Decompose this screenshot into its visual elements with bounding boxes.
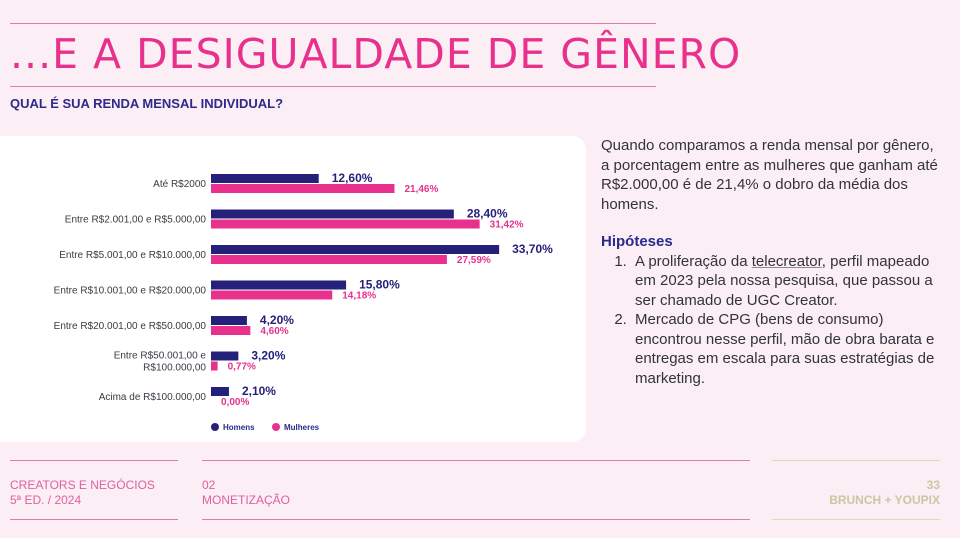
footer-report-name: CREATORS E NEGÓCIOS 5ª ED. / 2024 (10, 478, 155, 508)
category-label: Até R$2000 (153, 179, 206, 190)
category-label: Entre R$50.001,00 e (114, 351, 207, 362)
hypotheses-heading: Hipóteses (601, 233, 673, 250)
bar-mulheres (211, 219, 480, 229)
data-label-mulheres: 0,77% (228, 362, 256, 373)
bar-homens (211, 316, 247, 325)
chart-question: QUAL É SUA RENDA MENSAL INDIVIDUAL? (10, 96, 284, 111)
data-label-mulheres: 4,60% (260, 326, 288, 337)
category-label: R$100.000,00 (143, 363, 206, 374)
data-label-mulheres: 31,42% (490, 220, 524, 231)
title-bottom-rule (10, 86, 656, 87)
bar-homens (211, 351, 239, 361)
data-label-homens: 4,20% (260, 313, 294, 327)
footer-mid-top-rule (202, 460, 750, 461)
footer-section-number: 02 (202, 478, 216, 492)
bar-homens (211, 387, 229, 396)
footer-report-title: CREATORS E NEGÓCIOS (10, 478, 155, 492)
data-label-homens: 33,70% (512, 242, 553, 256)
data-label-mulheres: 27,59% (457, 255, 491, 266)
hypothesis-1-text-start: A proliferação da (635, 252, 752, 270)
footer-right-top-rule (772, 460, 940, 461)
page-number: 33 (926, 478, 940, 492)
hypothesis-item: A proliferação da telecreator, perfil ma… (631, 252, 941, 311)
telecreator-term: telecreator (751, 252, 822, 270)
bar-mulheres (211, 290, 333, 300)
bar-mulheres (211, 184, 395, 193)
bar-mulheres (211, 326, 251, 335)
footer-left-bottom-rule (10, 519, 178, 520)
hypothesis-1-text-end: , perfil mapeado em 2023 pela nossa pesq… (635, 252, 933, 309)
data-label-mulheres: 21,46% (404, 184, 438, 195)
legend-marker-mulheres (272, 423, 280, 431)
bar-homens (211, 245, 500, 254)
legend-marker-homens (211, 423, 219, 431)
footer-edition: 5ª ED. / 2024 (10, 493, 82, 507)
category-label: Entre R$10.001,00 e R$20.000,00 (54, 286, 207, 297)
bar-mulheres (211, 361, 218, 371)
category-label: Acima de R$100.000,00 (99, 392, 207, 403)
footer-right-bottom-rule (772, 519, 940, 520)
data-label-homens: 2,10% (242, 384, 276, 398)
category-label: Entre R$5.001,00 e R$10.000,00 (59, 250, 206, 261)
footer-page-info: 33 BRUNCH + YOUPIX (829, 478, 940, 508)
footer-mid-bottom-rule (202, 519, 750, 520)
data-label-homens: 28,40% (467, 207, 508, 221)
footer-section-name: MONETIZAÇÃO (202, 493, 291, 507)
bar-homens (211, 174, 319, 183)
legend-label-homens: Homens (223, 423, 255, 432)
data-label-mulheres: 0,00% (221, 397, 249, 408)
hypothesis-2-text: Mercado de CPG (bens de consumo) encontr… (635, 311, 935, 387)
category-label: Entre R$2.001,00 e R$5.000,00 (65, 215, 207, 226)
data-label-homens: 15,80% (359, 278, 400, 292)
data-label-mulheres: 14,18% (342, 291, 376, 302)
analysis-intro: Quando comparamos a renda mensal por gên… (601, 137, 938, 213)
analysis-panel: Quando comparamos a renda mensal por gên… (601, 136, 941, 388)
footer-section: 02 MONETIZAÇÃO (202, 478, 290, 508)
chart-card: Até R$2000 12,60% 21,46% Entre R$2.001,00 e… (0, 136, 586, 442)
hypotheses-list: A proliferação da telecreator, perfil ma… (601, 252, 941, 389)
bar-homens (211, 209, 454, 219)
category-label: Entre R$20.001,00 e R$50.000,00 (54, 321, 207, 332)
brand-name: BRUNCH + YOUPIX (829, 493, 940, 507)
data-label-homens: 12,60% (332, 171, 373, 185)
title-top-rule (10, 23, 656, 24)
data-label-homens: 3,20% (251, 349, 285, 363)
legend-label-mulheres: Mulheres (284, 423, 320, 432)
income-bar-chart: Até R$2000 12,60% 21,46% Entre R$2.001,00 e… (54, 171, 554, 432)
footer-left-top-rule (10, 460, 178, 461)
page-title: ...E A DESIGUALDADE DE GÊNERO (10, 30, 742, 78)
bar-mulheres (211, 255, 447, 264)
bar-homens (211, 280, 347, 290)
hypothesis-item: Mercado de CPG (bens de consumo) encontr… (631, 310, 941, 388)
